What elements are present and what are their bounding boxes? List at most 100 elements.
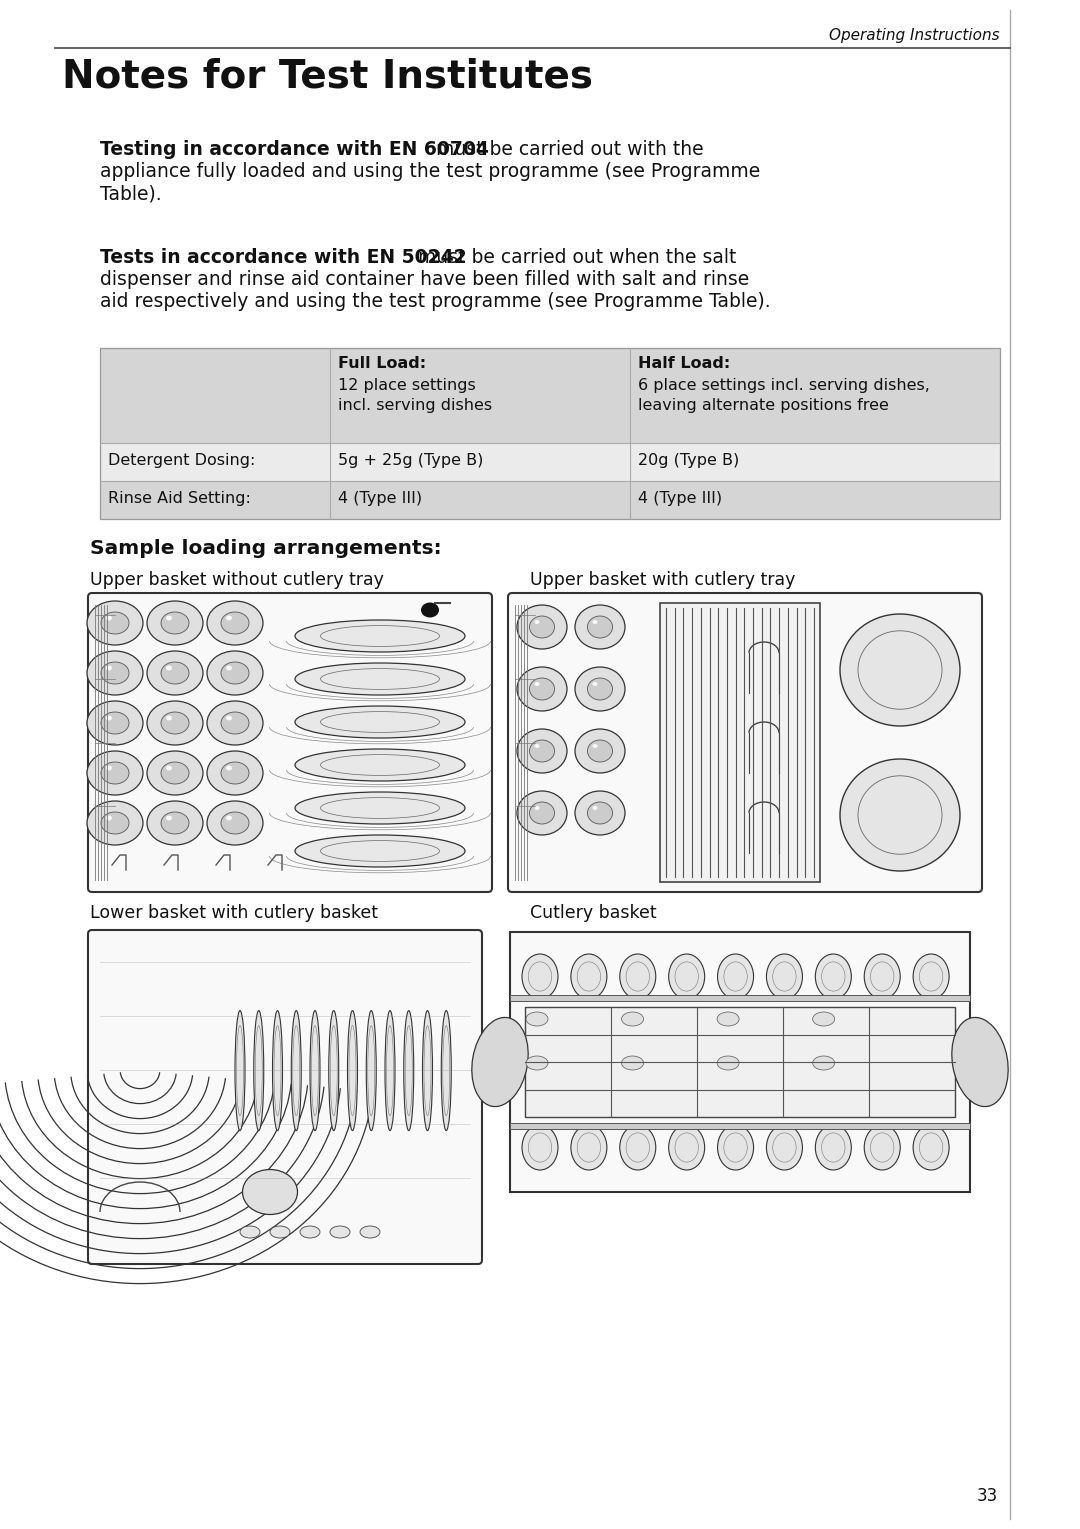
Ellipse shape: [207, 751, 264, 795]
Ellipse shape: [593, 619, 597, 624]
FancyBboxPatch shape: [87, 930, 482, 1264]
Ellipse shape: [147, 801, 203, 846]
Ellipse shape: [812, 1057, 835, 1070]
Ellipse shape: [593, 745, 597, 748]
Bar: [525, 1008, 955, 1118]
Ellipse shape: [221, 713, 249, 734]
Ellipse shape: [295, 749, 465, 781]
Text: 5g + 25g (Type B): 5g + 25g (Type B): [338, 453, 484, 468]
Ellipse shape: [207, 601, 264, 645]
Text: 4 (Type III): 4 (Type III): [338, 491, 422, 506]
Ellipse shape: [295, 706, 465, 739]
Ellipse shape: [442, 1011, 451, 1130]
Ellipse shape: [526, 1057, 548, 1070]
Text: 20g (Type B): 20g (Type B): [638, 453, 739, 468]
FancyBboxPatch shape: [87, 593, 492, 891]
Ellipse shape: [87, 700, 143, 745]
Ellipse shape: [384, 1011, 395, 1130]
Ellipse shape: [295, 619, 465, 651]
Ellipse shape: [717, 1125, 754, 1170]
Ellipse shape: [295, 664, 465, 696]
Ellipse shape: [106, 616, 112, 621]
Ellipse shape: [360, 1226, 380, 1238]
Text: Cutlery basket: Cutlery basket: [530, 904, 657, 922]
Ellipse shape: [588, 616, 612, 638]
Ellipse shape: [207, 651, 264, 696]
Text: must be carried out when the salt: must be carried out when the salt: [411, 248, 737, 268]
Text: Upper basket without cutlery tray: Upper basket without cutlery tray: [90, 570, 383, 589]
Ellipse shape: [593, 806, 597, 810]
Ellipse shape: [147, 601, 203, 645]
Text: 4 (Type III): 4 (Type III): [638, 491, 723, 506]
Ellipse shape: [517, 790, 567, 835]
Ellipse shape: [161, 812, 189, 833]
Text: incl. serving dishes: incl. serving dishes: [338, 398, 492, 413]
Ellipse shape: [864, 954, 901, 998]
Ellipse shape: [535, 745, 540, 748]
Ellipse shape: [620, 1125, 656, 1170]
Ellipse shape: [147, 700, 203, 745]
Ellipse shape: [161, 612, 189, 635]
Text: Half Load:: Half Load:: [638, 356, 730, 372]
Ellipse shape: [517, 667, 567, 711]
Text: 33: 33: [976, 1488, 998, 1505]
Ellipse shape: [166, 766, 172, 771]
Ellipse shape: [535, 682, 540, 687]
Ellipse shape: [102, 812, 129, 833]
Ellipse shape: [270, 1226, 291, 1238]
Ellipse shape: [575, 605, 625, 648]
Ellipse shape: [166, 716, 172, 720]
Bar: [100, 349, 1000, 518]
Ellipse shape: [622, 1057, 644, 1070]
Text: Sample loading arrangements:: Sample loading arrangements:: [90, 540, 442, 558]
Ellipse shape: [522, 954, 558, 998]
Text: Tests in accordance with EN 50242: Tests in accordance with EN 50242: [100, 248, 467, 268]
Ellipse shape: [226, 716, 232, 720]
Ellipse shape: [529, 677, 554, 700]
Ellipse shape: [235, 1011, 245, 1130]
Ellipse shape: [717, 954, 754, 998]
Ellipse shape: [767, 1125, 802, 1170]
Ellipse shape: [913, 1125, 949, 1170]
Ellipse shape: [404, 1011, 414, 1130]
Text: Upper basket with cutlery tray: Upper basket with cutlery tray: [530, 570, 795, 589]
Bar: [100, 349, 1000, 443]
Ellipse shape: [161, 761, 189, 784]
Bar: [100, 482, 1000, 518]
Ellipse shape: [472, 1017, 528, 1107]
Ellipse shape: [588, 677, 612, 700]
Ellipse shape: [226, 665, 232, 671]
Ellipse shape: [161, 713, 189, 734]
Ellipse shape: [221, 662, 249, 683]
Ellipse shape: [254, 1011, 264, 1130]
Ellipse shape: [102, 612, 129, 635]
Ellipse shape: [348, 1011, 357, 1130]
Ellipse shape: [147, 751, 203, 795]
Ellipse shape: [226, 815, 232, 821]
Ellipse shape: [622, 1012, 644, 1026]
Ellipse shape: [575, 790, 625, 835]
Text: Lower basket with cutlery basket: Lower basket with cutlery basket: [90, 904, 378, 922]
Ellipse shape: [106, 766, 112, 771]
Ellipse shape: [864, 1125, 901, 1170]
Ellipse shape: [366, 1011, 376, 1130]
Ellipse shape: [166, 665, 172, 671]
Bar: [100, 443, 1000, 482]
Ellipse shape: [87, 801, 143, 846]
Ellipse shape: [226, 616, 232, 621]
Ellipse shape: [300, 1226, 320, 1238]
Ellipse shape: [669, 1125, 704, 1170]
Ellipse shape: [815, 954, 851, 998]
Ellipse shape: [535, 619, 540, 624]
Text: appliance fully loaded and using the test programme (see Programme: appliance fully loaded and using the tes…: [100, 162, 760, 180]
Ellipse shape: [243, 1170, 297, 1214]
Ellipse shape: [272, 1011, 283, 1130]
Ellipse shape: [310, 1011, 320, 1130]
Ellipse shape: [517, 605, 567, 648]
Text: Table).: Table).: [100, 183, 162, 203]
Ellipse shape: [913, 954, 949, 998]
Ellipse shape: [166, 616, 172, 621]
Ellipse shape: [207, 700, 264, 745]
Ellipse shape: [588, 803, 612, 824]
Ellipse shape: [87, 651, 143, 696]
